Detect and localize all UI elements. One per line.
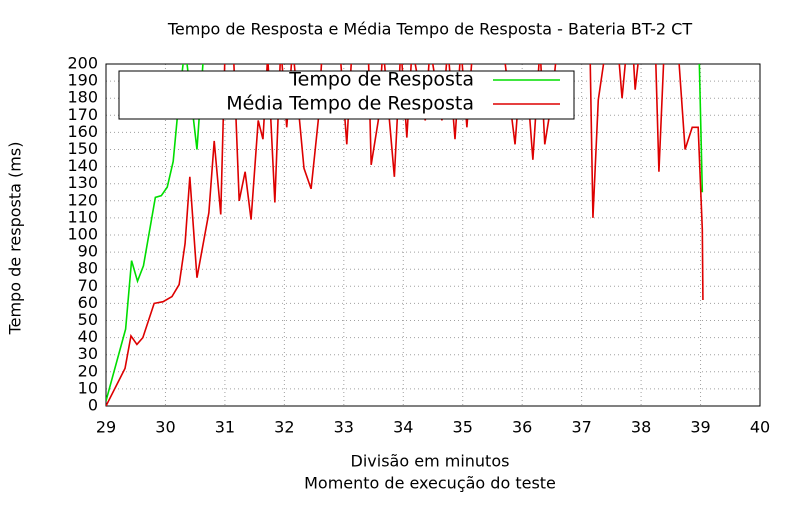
y-tick-label: 10 <box>78 378 98 397</box>
x-tick-label: 30 <box>155 418 175 437</box>
x-axis-label: Divisão em minutos <box>351 452 510 471</box>
y-tick-label: 50 <box>78 310 98 329</box>
y-tick-label: 190 <box>67 71 98 90</box>
y-tick-label: 90 <box>78 242 98 261</box>
x-tick-label: 33 <box>334 418 354 437</box>
legend-label: Média Tempo de Resposta <box>226 93 474 115</box>
x-tick-label: 40 <box>750 418 770 437</box>
y-tick-label: 0 <box>88 396 98 415</box>
y-tick-label: 150 <box>67 139 98 158</box>
y-tick-label: 130 <box>67 173 98 192</box>
x-tick-label: 37 <box>571 418 591 437</box>
y-tick-label: 80 <box>78 259 98 278</box>
y-tick-label: 140 <box>67 156 98 175</box>
y-tick-label: 110 <box>67 207 98 226</box>
y-tick-label: 170 <box>67 105 98 124</box>
y-tick-label: 30 <box>78 344 98 363</box>
y-tick-label: 160 <box>67 122 98 141</box>
x-axis-label: Momento de execução do teste <box>304 474 556 493</box>
y-tick-label: 180 <box>67 88 98 107</box>
y-axis-label: Tempo de resposta (ms) <box>6 142 25 336</box>
x-tick-label: 31 <box>215 418 235 437</box>
y-tick-label: 70 <box>78 276 98 295</box>
x-tick-label: 35 <box>453 418 473 437</box>
legend-box <box>118 70 575 120</box>
y-tick-label: 200 <box>67 54 98 73</box>
y-tick-label: 120 <box>67 190 98 209</box>
legend-label: Tempo de Resposta <box>288 69 474 91</box>
y-tick-label: 20 <box>78 361 98 380</box>
x-tick-label: 34 <box>393 418 413 437</box>
x-tick-label: 32 <box>274 418 294 437</box>
x-tick-label: 29 <box>96 418 116 437</box>
data-line <box>106 64 704 402</box>
plot-lines <box>106 64 704 406</box>
chart-title: Tempo de Resposta e Média Tempo de Respo… <box>167 20 692 39</box>
x-tick-label: 38 <box>631 418 651 437</box>
y-tick-label: 40 <box>78 327 98 346</box>
y-tick-label: 60 <box>78 293 98 312</box>
x-tick-label: 39 <box>690 418 710 437</box>
x-tick-label: 36 <box>512 418 532 437</box>
y-tick-label: 100 <box>67 225 98 244</box>
